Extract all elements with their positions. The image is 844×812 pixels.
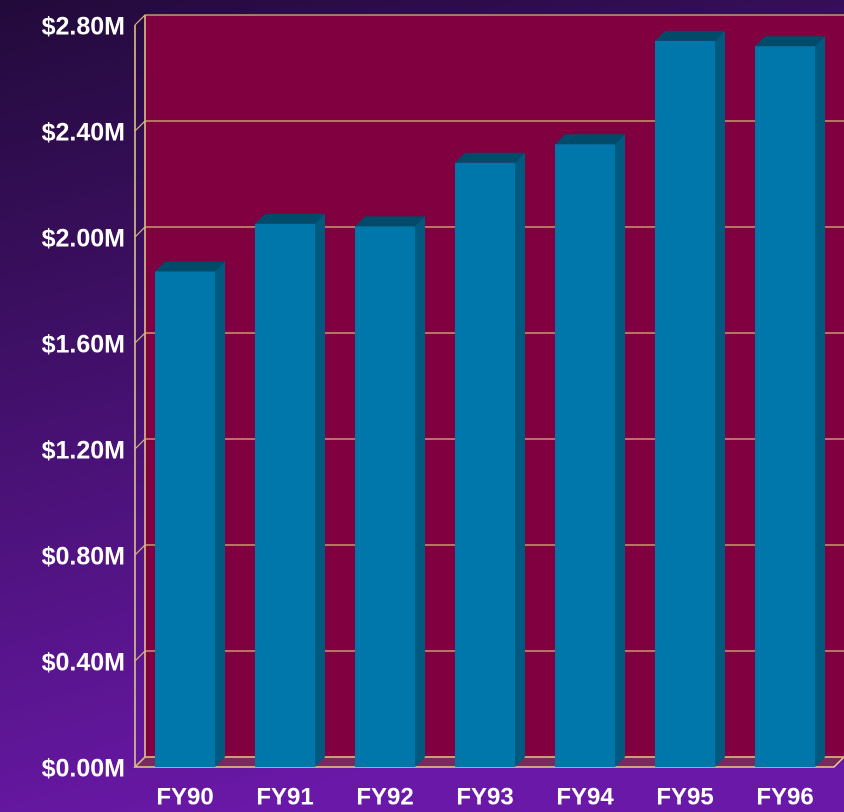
x-tick-label: FY94: [556, 783, 614, 810]
grid-line: [134, 120, 844, 132]
y-tick-label: $0.00M: [42, 755, 125, 783]
bar-side: [615, 134, 625, 767]
y-tick-label: $1.60M: [42, 331, 125, 359]
y-tick-label: $2.80M: [42, 13, 125, 41]
y-tick-label: $2.00M: [42, 225, 125, 253]
bar: [255, 223, 315, 767]
bar: [455, 162, 515, 768]
y-tick-label: $0.40M: [42, 649, 125, 677]
bar: [355, 226, 415, 767]
grid-line: [134, 14, 844, 26]
bar-top: [655, 30, 725, 41]
x-tick-label: FY93: [456, 783, 513, 810]
bar-side: [315, 213, 325, 767]
bar: [755, 46, 815, 767]
y-tick-label: $1.20M: [42, 437, 125, 465]
bar-top: [155, 261, 225, 272]
bar: [655, 40, 715, 767]
bar-side: [515, 152, 525, 768]
bar-top: [255, 213, 325, 224]
bar-side: [815, 36, 825, 767]
bar-side: [415, 216, 425, 767]
bar-side: [715, 30, 725, 767]
bar-side: [215, 261, 225, 767]
bar: [155, 271, 215, 767]
x-tick-label: FY91: [256, 783, 313, 810]
x-tick-label: FY92: [356, 783, 413, 810]
bar-top: [555, 134, 625, 145]
x-tick-label: FY95: [656, 783, 713, 810]
y-tick-label: $2.40M: [42, 119, 125, 147]
bar: [555, 144, 615, 767]
x-tick-label: FY96: [756, 783, 813, 810]
x-tick-label: FY90: [156, 783, 213, 810]
bar-top: [755, 36, 825, 47]
bar-top: [455, 152, 525, 163]
bar-top: [355, 216, 425, 227]
y-tick-label: $0.80M: [42, 543, 125, 571]
